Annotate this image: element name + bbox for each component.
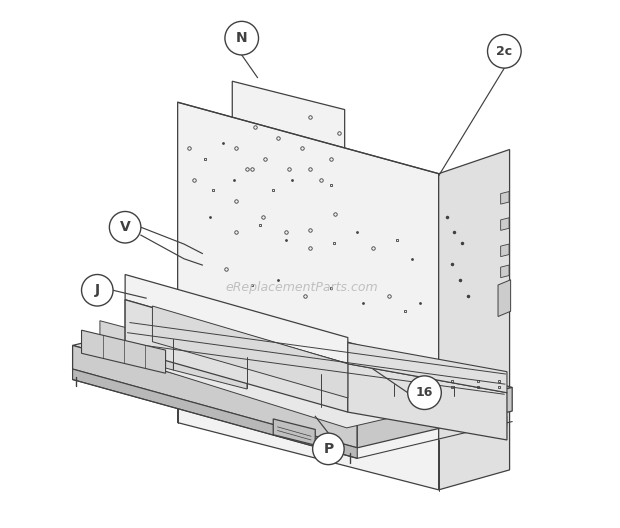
Text: eReplacementParts.com: eReplacementParts.com [226,281,378,294]
Polygon shape [81,330,166,373]
Polygon shape [73,309,512,424]
Circle shape [81,275,113,306]
Polygon shape [501,192,509,204]
Polygon shape [73,369,357,458]
Text: P: P [323,442,334,456]
Text: 16: 16 [416,386,433,399]
Polygon shape [100,315,499,428]
Polygon shape [348,364,507,440]
Polygon shape [153,306,348,398]
Polygon shape [73,345,357,448]
Polygon shape [501,218,509,230]
Text: J: J [95,283,100,297]
Polygon shape [501,244,509,257]
Polygon shape [498,280,511,316]
Polygon shape [174,340,247,389]
Polygon shape [125,275,348,364]
Circle shape [408,376,441,410]
Circle shape [225,21,259,55]
Circle shape [109,212,141,243]
Polygon shape [232,81,345,405]
Polygon shape [178,102,439,490]
Polygon shape [125,300,151,356]
Polygon shape [357,388,512,448]
Polygon shape [125,300,348,412]
Text: N: N [236,31,247,45]
Circle shape [312,433,344,465]
Text: 2c: 2c [496,45,512,58]
Polygon shape [273,419,315,445]
Polygon shape [348,343,507,393]
Polygon shape [100,320,174,370]
Text: V: V [120,220,130,234]
Polygon shape [501,265,509,278]
Circle shape [487,34,521,68]
Polygon shape [439,149,510,490]
